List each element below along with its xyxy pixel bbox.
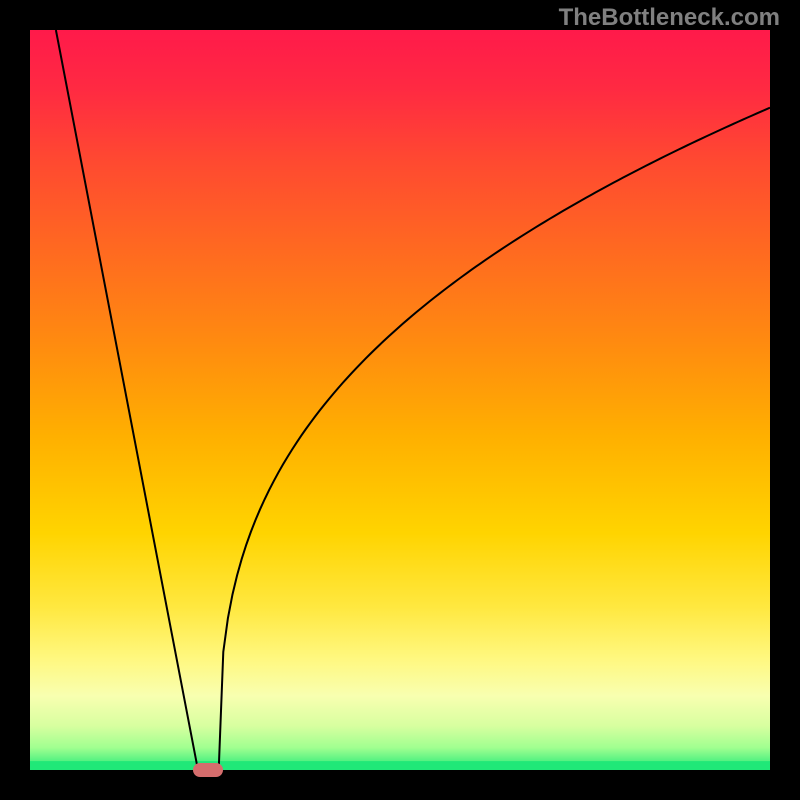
plot-area	[30, 30, 770, 770]
watermark-text: TheBottleneck.com	[559, 4, 780, 32]
chart-container: TheBottleneck.com	[0, 0, 800, 800]
minimum-marker	[193, 763, 223, 777]
chart-svg	[30, 30, 770, 770]
gradient-fill	[30, 30, 770, 770]
green-strip	[30, 761, 770, 770]
